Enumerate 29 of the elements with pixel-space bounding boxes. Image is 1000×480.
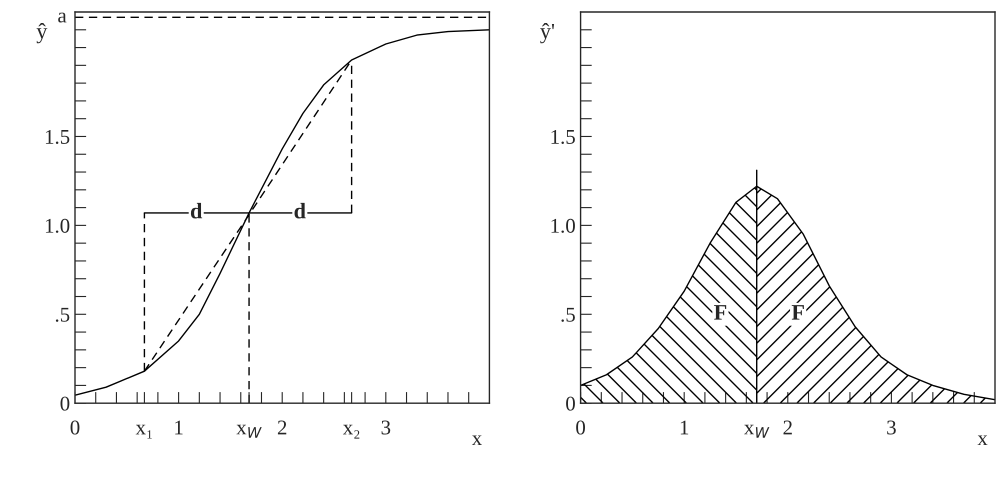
x-tick-label: 2 [784, 420, 792, 434]
x-tick-label: 2 [278, 420, 286, 434]
x-tick-label: x$_{W}$ [744, 424, 770, 438]
annotation: d [294, 202, 306, 218]
x-tick-label: 1 [175, 420, 183, 434]
x-tick-label: 1 [680, 420, 688, 434]
y-tick-label: 1.5 [46, 130, 70, 144]
x-tick-label: x₁ [136, 424, 152, 438]
y-tick-label: 1.5 [552, 130, 575, 144]
x-tick-label: 0 [70, 420, 80, 435]
x-tick-label: x₂ [342, 424, 360, 439]
y-tick-label: .5 [56, 308, 70, 322]
y-tick-label: 1.0 [46, 218, 70, 233]
y-tick-label: 1.0 [552, 218, 575, 233]
x-axis-title: x [472, 435, 482, 446]
ref-line-label: a [58, 12, 66, 23]
y-tick-label: 0 [566, 396, 575, 411]
x-tick-label: 3 [382, 420, 390, 435]
y-tick-label: .5 [561, 308, 575, 322]
y-tick-label: 0 [60, 396, 70, 411]
annotation: F [714, 305, 726, 320]
x-axis-title: x [978, 435, 988, 446]
y-axis-title: ŷ' [540, 23, 554, 44]
y-axis-title: ŷ [36, 23, 48, 44]
annotation: d [190, 202, 202, 218]
x-tick-label: x$_{W}$ [236, 424, 262, 438]
annotation: F [792, 305, 804, 320]
x-tick-label: 3 [887, 420, 896, 435]
x-tick-label: 0 [576, 420, 585, 435]
